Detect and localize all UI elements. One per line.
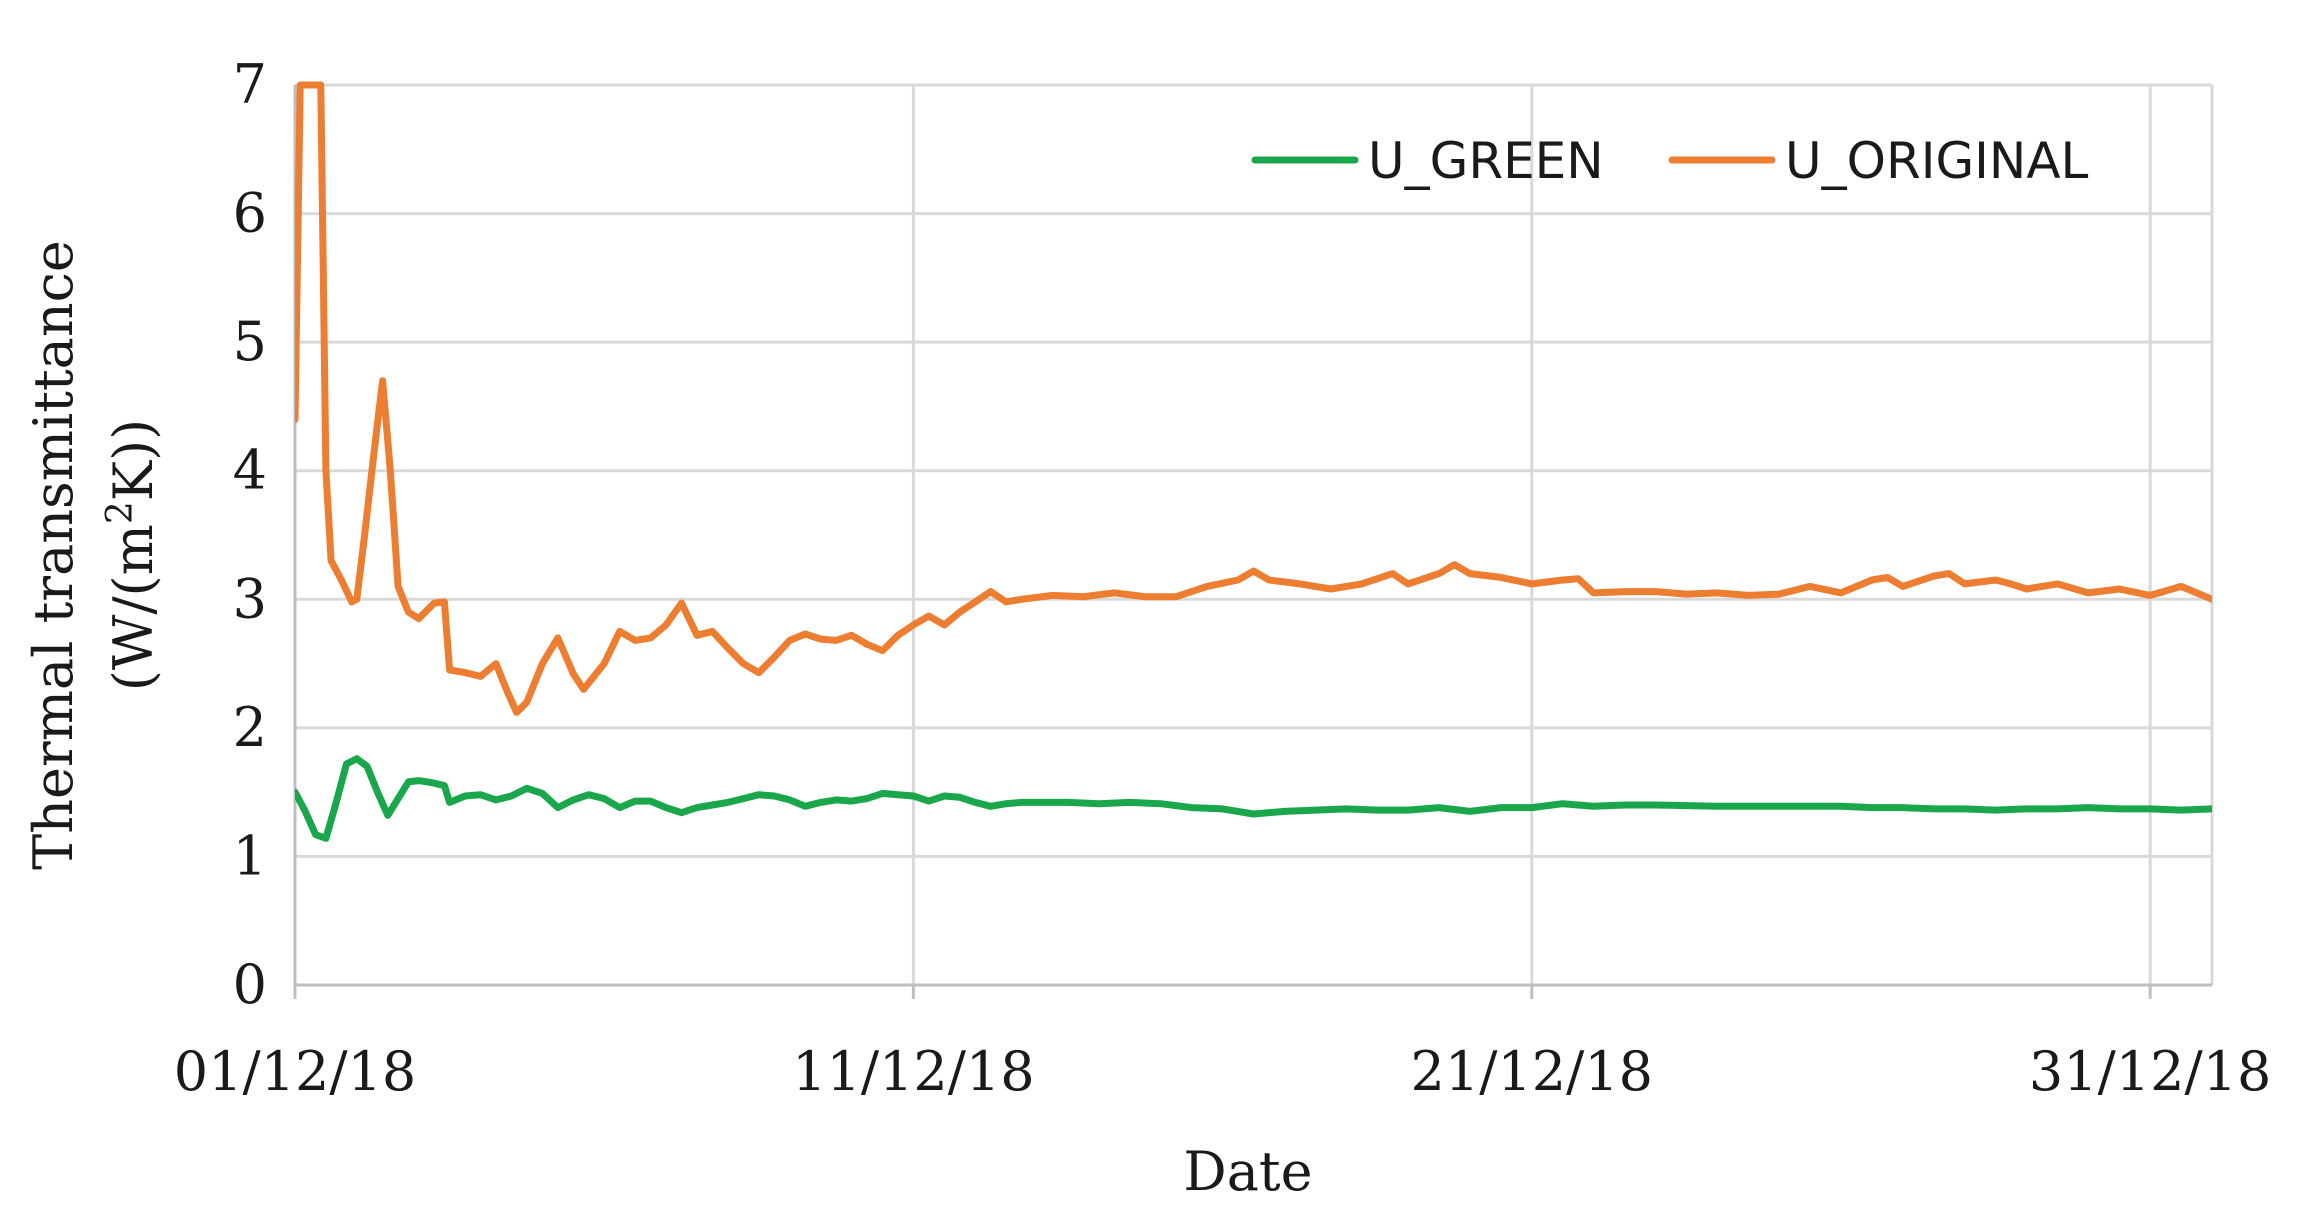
gridlines [295,83,2214,985]
series-line-u-green [295,755,2212,842]
axes [293,85,2212,999]
y-tick-label: 0 [233,953,267,1016]
y-axis-title-unit-prefix: (W/(m [102,524,165,691]
y-axis-title: Thermal transmittance (W/(m2K)) [22,240,165,870]
x-tick-labels: 01/12/18 11/12/18 21/12/18 31/12/18 [174,1040,2272,1103]
y-axis-title-line2: (W/(m2K)) [100,419,166,691]
y-tick-label: 1 [233,824,267,887]
y-tick-label: 3 [233,567,267,630]
x-axis-title: Date [1183,1140,1312,1203]
y-axis-title-unit-superscript: 2 [100,501,141,524]
legend: U_GREEN U_ORIGINAL [1251,132,2089,190]
y-tick-label: 5 [233,310,267,373]
x-tick-label: 01/12/18 [174,1040,417,1103]
y-tick-label: 7 [233,53,267,116]
y-tick-labels: 0 1 2 3 4 5 6 7 [233,53,267,1016]
y-axis-title-unit-suffix: K)) [102,419,165,501]
y-tick-label: 6 [233,182,267,245]
y-tick-label: 2 [233,696,267,759]
legend-label-u-original: U_ORIGINAL [1785,132,2089,190]
x-tick-label: 11/12/18 [792,1040,1035,1103]
legend-label-u-green: U_GREEN [1368,132,1604,190]
y-tick-label: 4 [233,439,267,502]
x-tick-label: 31/12/18 [2029,1040,2272,1103]
x-tick-label: 21/12/18 [1411,1040,1654,1103]
series-lines [295,81,2212,842]
y-axis-title-line1: Thermal transmittance [22,240,85,870]
series-line-u-original [295,81,2212,716]
